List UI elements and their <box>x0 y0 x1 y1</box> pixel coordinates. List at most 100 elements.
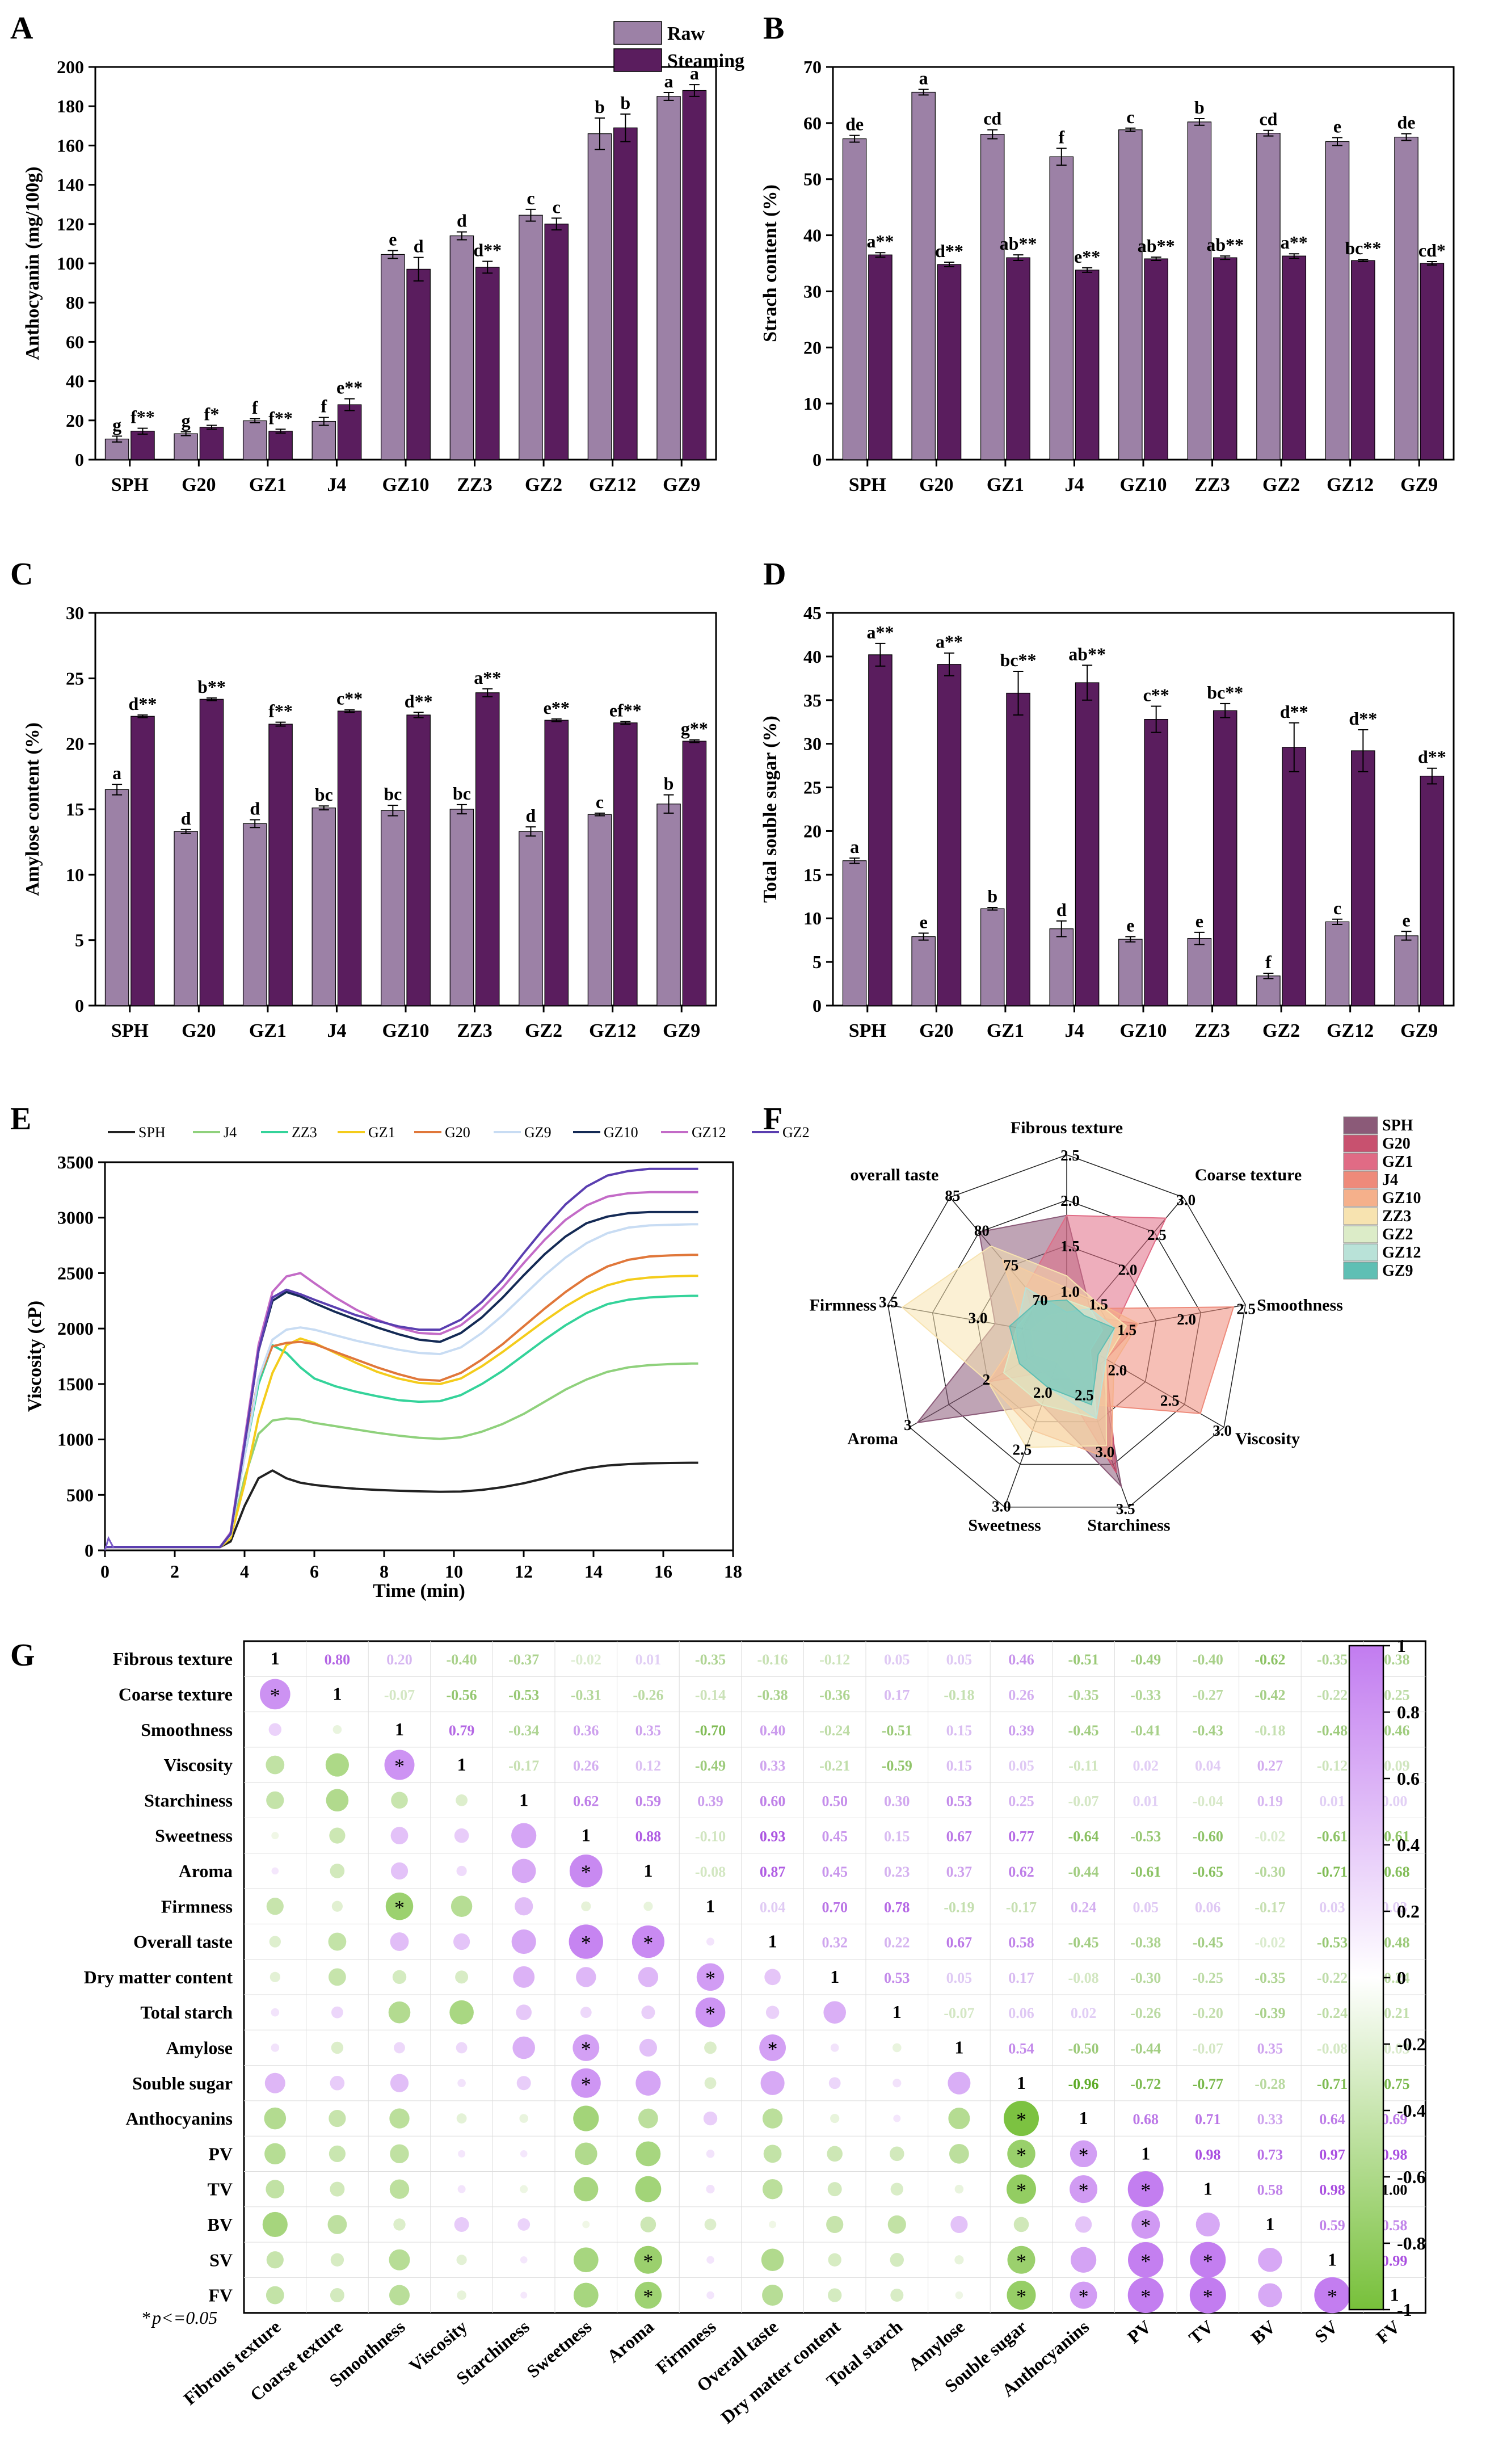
corr-circle <box>823 2001 846 2024</box>
x-tick-label: 12 <box>515 1561 533 1582</box>
corr-circle <box>828 2253 841 2267</box>
corr-value-text: 0.05 <box>1133 1899 1159 1915</box>
bar-steaming <box>868 254 893 460</box>
corr-circle <box>635 2070 661 2096</box>
y-tick-label: 0 <box>75 995 84 1016</box>
x-tick-label: GZ10 <box>382 1020 429 1041</box>
x-tick-label: 16 <box>654 1561 672 1582</box>
heatmap-row-label: Coarse texture <box>119 1684 233 1704</box>
y-tick-label: 40 <box>803 225 822 246</box>
corr-value-text: 0.58 <box>1382 2217 1408 2234</box>
y-tick-label: 200 <box>57 57 84 77</box>
corr-value-text: -0.26 <box>633 1687 663 1703</box>
bar-raw <box>1394 935 1418 1006</box>
radar-tick-label: 2.5 <box>1060 1147 1080 1164</box>
corr-circle <box>266 1755 285 1775</box>
corr-value-text: 0.04 <box>1195 1757 1221 1774</box>
significance-letter: a <box>112 763 121 783</box>
x-tick-label: ZZ3 <box>1194 474 1230 495</box>
corr-value-text: 1 <box>457 1754 466 1775</box>
corr-value-text: -0.24 <box>1317 2005 1348 2021</box>
corr-value-text: 0.67 <box>946 1935 973 1951</box>
corr-value-text: -0.17 <box>508 1757 539 1774</box>
corr-circle <box>330 2181 345 2197</box>
heatmap-row-label: Dry matter content <box>84 1967 233 1987</box>
corr-circle <box>519 2114 528 2123</box>
panel-label: F <box>763 1101 782 1137</box>
y-tick-label: 30 <box>66 603 84 623</box>
x-tick-label: GZ10 <box>1119 1020 1167 1041</box>
panel-e-viscosity-line-chart: 0 500 1000 1500 2000 2500 3000 3500 0 2 4 6 8 10 12 14 1… <box>10 1101 810 1601</box>
legend-label: GZ9 <box>1382 1262 1413 1280</box>
bar-raw <box>842 860 867 1006</box>
significance-letter: cd <box>983 108 1001 129</box>
corr-circle <box>1127 2171 1164 2207</box>
corr-value-text: -0.02 <box>1255 1828 1285 1845</box>
corr-circle <box>449 2000 474 2025</box>
x-tick-label: GZ2 <box>525 474 562 495</box>
significance-letter: g <box>112 414 121 435</box>
y-tick-label: 25 <box>803 777 822 798</box>
y-tick-label: 15 <box>803 864 822 885</box>
corr-value-text: 0.15 <box>946 1757 973 1774</box>
bar-steaming <box>1420 263 1445 460</box>
colorbar-tick-label: 1 <box>1397 1635 1406 1656</box>
corr-value-text: -0.02 <box>571 1651 601 1668</box>
corr-circle <box>574 2177 599 2202</box>
significance-star: * <box>1140 2285 1151 2308</box>
bar-raw <box>449 809 474 1006</box>
bar-steaming <box>1213 257 1237 460</box>
y-tick-label: 180 <box>57 96 84 116</box>
corr-circle <box>762 2108 783 2129</box>
bar-raw <box>1256 975 1281 1006</box>
corr-circle <box>456 1794 468 1806</box>
significance-letter: c <box>1126 107 1134 127</box>
x-tick-label: GZ12 <box>1327 1020 1374 1041</box>
corr-value-text: 0.93 <box>760 1828 786 1845</box>
bar-raw <box>1049 156 1074 460</box>
x-tick-label: GZ12 <box>589 474 636 495</box>
corr-circle <box>271 2043 280 2052</box>
bar-steaming <box>199 427 224 460</box>
corr-value-text: -0.03 <box>1379 2040 1410 2057</box>
corr-value-text: 0.33 <box>1257 2111 1283 2127</box>
corr-circle <box>456 2042 468 2054</box>
bar-raw <box>1325 921 1350 1006</box>
heatmap-row-label: Souble sugar <box>132 2073 233 2093</box>
x-tick-label: GZ12 <box>589 1020 636 1041</box>
significance-letter: d <box>414 236 424 257</box>
corr-value-text: -0.51 <box>882 1722 912 1739</box>
corr-value-text: 0.27 <box>1257 1757 1283 1774</box>
x-tick-label: 6 <box>310 1561 319 1582</box>
bar-raw <box>1049 928 1074 1006</box>
corr-value-text: -0.19 <box>944 1899 974 1915</box>
corr-value-text: 1 <box>768 1931 777 1952</box>
corr-circle <box>390 2144 409 2164</box>
bar-raw <box>311 808 336 1006</box>
corr-circle <box>511 1823 537 1848</box>
corr-value-text: -0.70 <box>695 1722 726 1739</box>
significance-star: * <box>1079 2179 1089 2202</box>
corr-value-text: 0.26 <box>1008 1687 1034 1703</box>
corr-value-text: -0.26 <box>1130 2005 1161 2021</box>
y-tick-label: 10 <box>803 908 822 928</box>
corr-value-text: 0.98 <box>1195 2146 1221 2163</box>
corr-circle <box>828 2077 841 2089</box>
significance-letter: f** <box>268 701 293 721</box>
corr-circle <box>326 1789 349 1812</box>
bar-steaming <box>937 664 962 1006</box>
x-tick-label: J4 <box>327 1020 346 1041</box>
corr-value-text: -0.48 <box>1317 1722 1348 1739</box>
legend-swatch-gz9 <box>1343 1262 1378 1280</box>
corr-value-text: -0.64 <box>1068 1828 1099 1845</box>
colorbar-tick-label: 0.8 <box>1397 1702 1420 1722</box>
bar-raw <box>381 810 405 1006</box>
y-tick-label: 35 <box>803 690 822 710</box>
bar-steaming <box>337 710 362 1006</box>
radar-tick-label: 2.0 <box>1118 1261 1138 1278</box>
corr-value-text: 0.03 <box>1319 1899 1345 1915</box>
corr-value-text: -0.35 <box>1068 1687 1099 1703</box>
corr-value-text: 1 <box>1017 2072 1026 2093</box>
radar-axis-name: Aroma <box>847 1429 898 1448</box>
significance-letter: a <box>919 68 928 89</box>
